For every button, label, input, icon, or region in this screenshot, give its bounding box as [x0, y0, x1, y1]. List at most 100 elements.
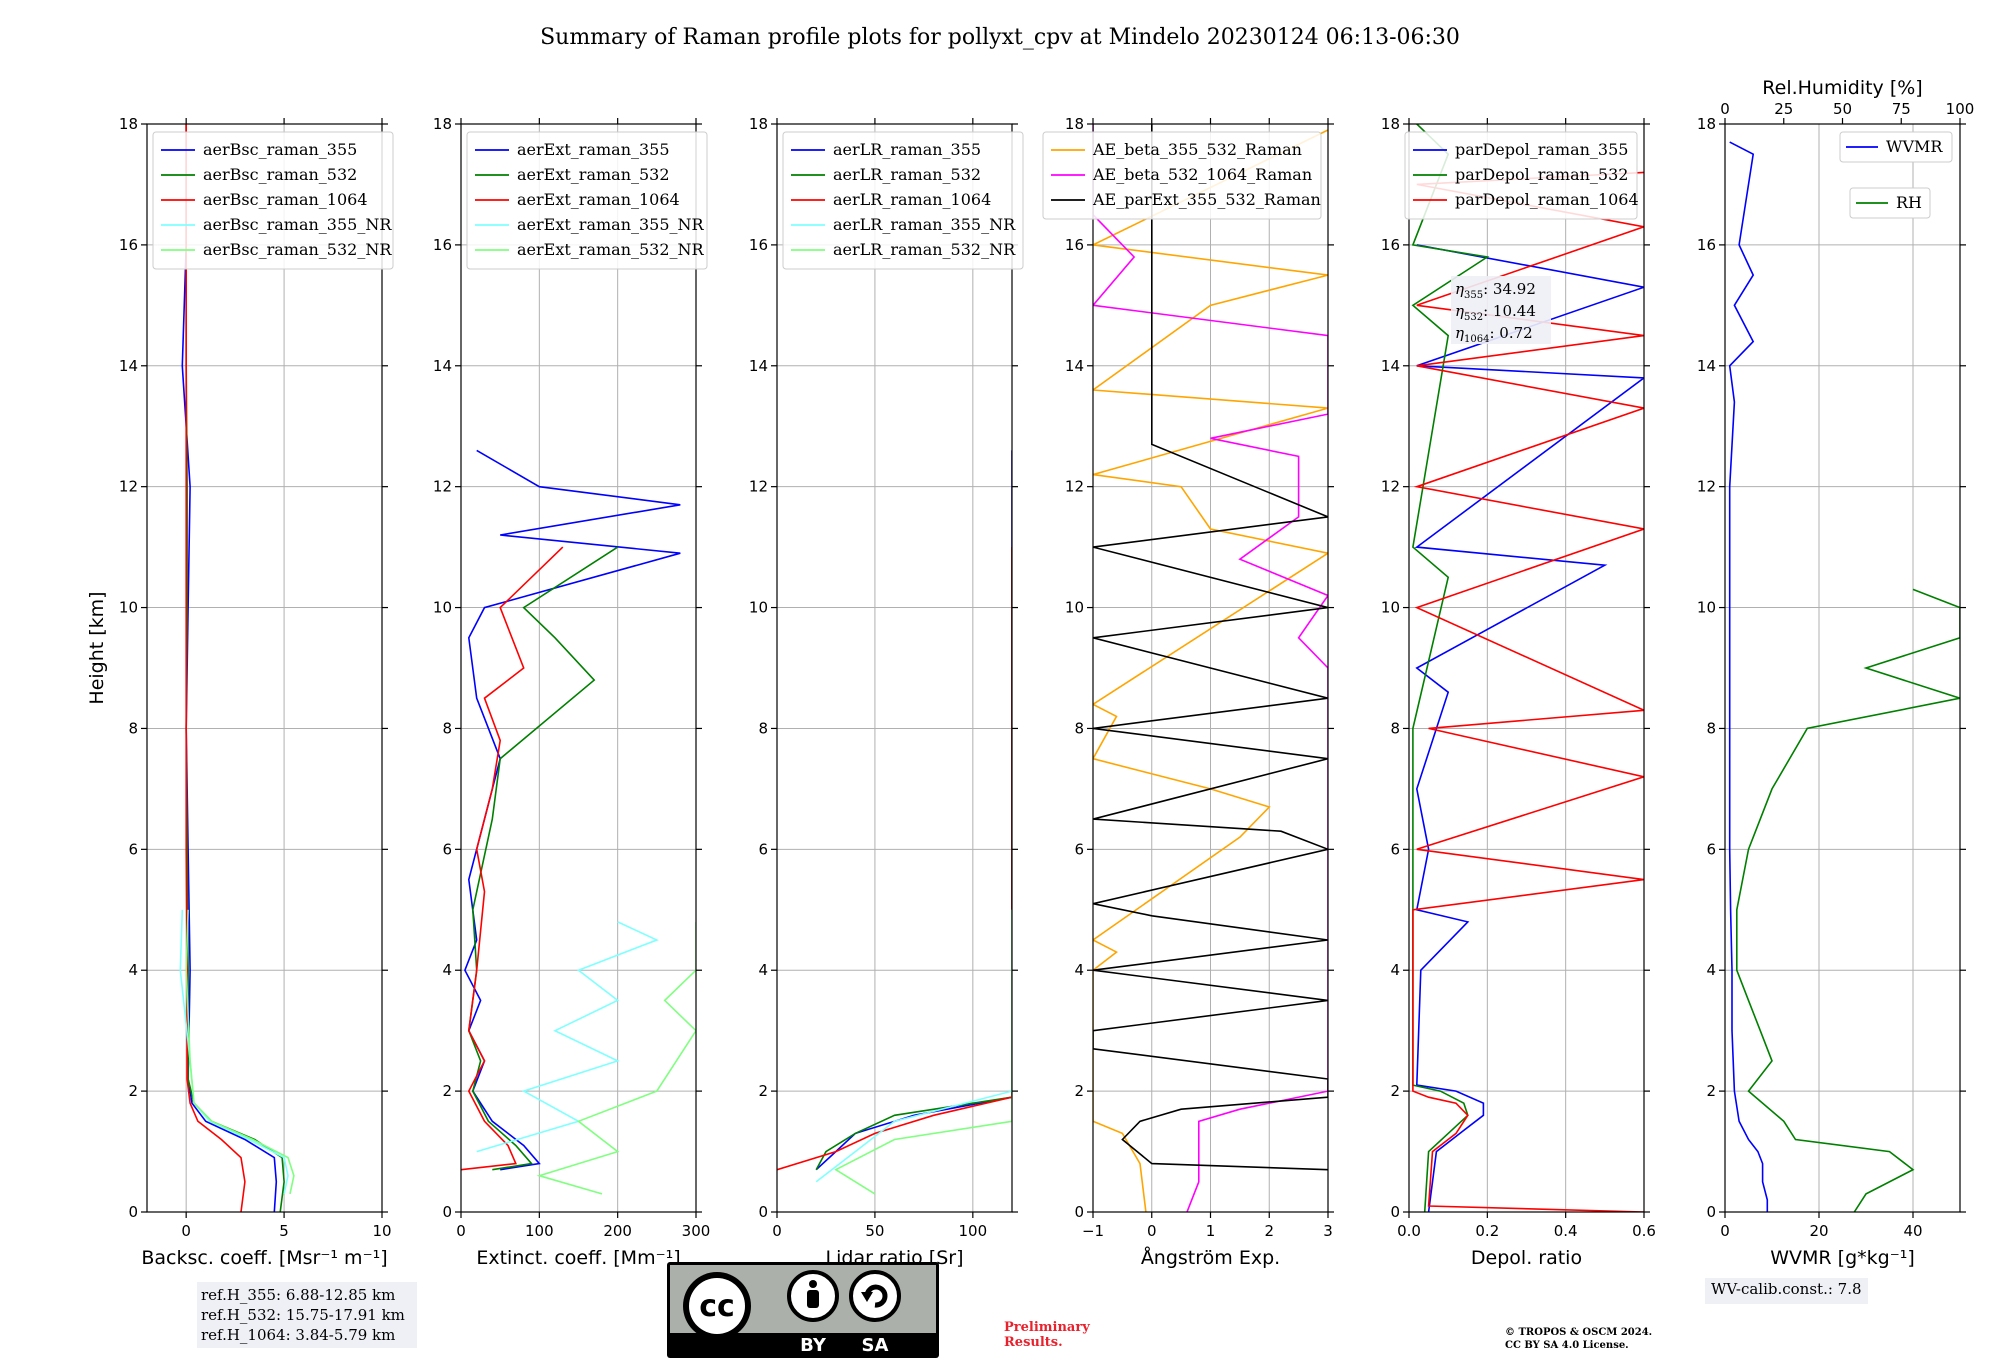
x-tick-label: 20	[1809, 1222, 1828, 1240]
cc-by-sa-badge: cc BY SA	[667, 1262, 939, 1358]
series-line-aerBsc_raman_532	[185, 124, 285, 1212]
y-tick-label: 18	[749, 115, 768, 133]
y-tick-label: 10	[433, 599, 452, 617]
series-line-AE_beta_532_1064_Raman	[1093, 124, 1328, 1212]
series-line-parDepol_raman_532	[1411, 124, 1490, 1212]
x-tick-label: 0	[1147, 1222, 1157, 1240]
copyright-line-2: CC BY SA 4.0 License.	[1505, 1340, 1629, 1351]
legend-entry: RH	[1896, 193, 1922, 212]
series-line-parDepol_raman_1064	[1412, 171, 1644, 1212]
legend-entry: aerExt_raman_355	[517, 140, 670, 159]
series-line-RH	[1736, 588, 1960, 1212]
y-tick-label: 6	[442, 840, 452, 858]
y-axis-label: Height [km]	[86, 591, 108, 704]
y-tick-label: 10	[749, 599, 768, 617]
y-tick-label: 0	[128, 1203, 138, 1221]
x-axis-label: WVMR [g*kg⁻¹]	[1770, 1247, 1915, 1269]
legend-entry: AE_beta_355_532_Raman	[1092, 140, 1302, 159]
y-tick-label: 4	[1074, 961, 1084, 979]
series-line-parDepol_raman_355	[1414, 244, 1644, 1212]
legend-entry: aerExt_raman_355_NR	[517, 215, 705, 234]
series-line-aerExt_raman_532_NR	[536, 921, 696, 1195]
x-tick-label: 50	[865, 1222, 884, 1240]
y-tick-label: 6	[1706, 840, 1716, 858]
series-line-aerExt_raman_355_NR	[476, 921, 659, 1153]
y-tick-label: 10	[119, 599, 138, 617]
y-tick-label: 14	[1065, 357, 1084, 375]
y-tick-label: 2	[1390, 1082, 1400, 1100]
plot-frame	[146, 123, 383, 1213]
legend-box	[1839, 131, 1953, 163]
legend-entry: aerLR_raman_532	[833, 165, 981, 184]
x-tick-label: 0.2	[1475, 1222, 1499, 1240]
depol-annotation-box	[1451, 276, 1551, 344]
y-tick-label: 6	[128, 840, 138, 858]
y-tick-label: 0	[1074, 1203, 1084, 1221]
x-tick-label: 0.0	[1397, 1222, 1421, 1240]
copyright-line-1: © TROPOS & OSCM 2024.	[1505, 1327, 1653, 1338]
legend-entry: aerExt_raman_532_NR	[517, 240, 705, 259]
y-tick-label: 14	[119, 357, 138, 375]
x-tick-label: 10	[372, 1222, 391, 1240]
series-line-aerBsc_raman_1064	[185, 124, 246, 1212]
legend-entry: parDepol_raman_1064	[1455, 190, 1639, 209]
y-tick-label: 8	[758, 719, 768, 737]
x-tick-label: −1	[1082, 1222, 1104, 1240]
legend-box	[1849, 187, 1931, 219]
y-tick-label: 16	[119, 236, 138, 254]
x-tick-label: 300	[682, 1222, 711, 1240]
y-tick-label: 18	[119, 115, 138, 133]
x-tick-label: 200	[603, 1222, 632, 1240]
legend-box	[1404, 131, 1638, 220]
x-tick-label: 0.6	[1632, 1222, 1656, 1240]
y-tick-label: 4	[128, 961, 138, 979]
y-tick-label: 12	[749, 478, 768, 496]
y-tick-label: 14	[433, 357, 452, 375]
legend-entry: aerLR_raman_1064	[833, 190, 991, 209]
y-tick-label: 16	[1381, 236, 1400, 254]
y-tick-label: 12	[433, 478, 452, 496]
ref-height-532: ref.H_532: 15.75-17.91 km	[201, 1306, 405, 1324]
series-line-AE_beta_355_532_Raman	[1093, 129, 1328, 1212]
x-tick-label: 0	[772, 1222, 782, 1240]
share-alike-icon	[849, 1270, 901, 1322]
x-axis-label: Backsc. coeff. [Msr⁻¹ m⁻¹]	[141, 1247, 387, 1269]
plot-frame	[1724, 123, 1961, 1213]
series-line-aerExt_raman_1064	[461, 546, 564, 1171]
x-tick-label: 3	[1323, 1222, 1333, 1240]
series-line-WVMR	[1728, 141, 1769, 1212]
y-tick-label: 4	[758, 961, 768, 979]
y-tick-label: 8	[128, 719, 138, 737]
series-line-aerExt_raman_532	[467, 546, 619, 1171]
y-tick-label: 12	[1381, 478, 1400, 496]
y-tick-label: 18	[1381, 115, 1400, 133]
y-tick-label: 12	[1065, 478, 1084, 496]
y-tick-label: 0	[758, 1203, 768, 1221]
top-tick-label: 25	[1774, 100, 1793, 118]
y-tick-label: 0	[1390, 1203, 1400, 1221]
legend-entry: aerBsc_raman_355_NR	[203, 215, 392, 234]
legend-entry: aerLR_raman_532_NR	[833, 240, 1016, 259]
figure-title: Summary of Raman profile plots for polly…	[540, 25, 1460, 50]
y-tick-label: 18	[1065, 115, 1084, 133]
y-tick-label: 14	[1381, 357, 1400, 375]
x-axis-label: Ångström Exp.	[1141, 1246, 1280, 1269]
x-tick-label: 5	[279, 1222, 289, 1240]
legend-entry: aerBsc_raman_355	[203, 140, 357, 159]
series-line-AE_parExt_355_532_Raman	[1093, 124, 1328, 1171]
ref-height-1064: ref.H_1064: 3.84-5.79 km	[201, 1326, 396, 1344]
y-tick-label: 16	[1065, 236, 1084, 254]
y-tick-label: 12	[119, 478, 138, 496]
preliminary-note: Preliminary Results.	[1004, 1320, 1090, 1350]
legend-entry: aerLR_raman_355	[833, 140, 981, 159]
y-tick-label: 16	[433, 236, 452, 254]
legend-box	[466, 131, 708, 270]
y-tick-label: 16	[749, 236, 768, 254]
x-axis-label: Depol. ratio	[1471, 1247, 1582, 1269]
series-line-aerBsc_raman_355_NR	[179, 909, 289, 1195]
y-tick-label: 8	[1390, 719, 1400, 737]
preliminary-line-2: Results.	[1004, 1335, 1063, 1350]
y-tick-label: 2	[1706, 1082, 1716, 1100]
